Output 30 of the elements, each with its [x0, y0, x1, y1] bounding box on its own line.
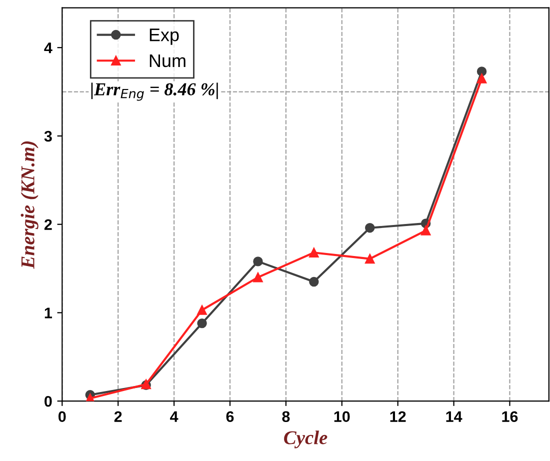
- y-tick-label: 4: [44, 42, 52, 54]
- y-tick-label: 2: [44, 219, 52, 230]
- x-tick-label: 10: [334, 411, 350, 422]
- legend-label: Num: [150, 54, 186, 68]
- x-axis-title: Cycle: [284, 430, 328, 448]
- x-tick-label: 8: [282, 411, 290, 422]
- point: [365, 254, 375, 264]
- point: [476, 74, 487, 84]
- y-tick-label: 1: [44, 308, 52, 318]
- y-tick-label: 3: [44, 130, 52, 142]
- legend-label: Exp: [150, 28, 179, 45]
- x-tick-label: 0: [58, 411, 66, 422]
- x-tick-label: 14: [446, 411, 462, 422]
- point: [309, 248, 319, 258]
- point: [253, 256, 263, 266]
- point: [476, 66, 487, 76]
- x-tick-label: 2: [114, 411, 122, 422]
- y-axis-title: Energie (KN.m): [20, 141, 38, 269]
- point: [365, 223, 375, 233]
- annotation: |Err$_{Eng}$ = 8.46 %|: [91, 82, 218, 101]
- point: [197, 318, 207, 328]
- y-tick-label: 0: [44, 396, 52, 407]
- point: [197, 305, 207, 315]
- x-tick-label: 4: [170, 411, 178, 422]
- x-tick-label: 16: [502, 411, 518, 422]
- x-tick-label: 6: [226, 411, 234, 422]
- x-tick-label: 12: [390, 411, 406, 422]
- point: [420, 226, 431, 236]
- point: [253, 272, 263, 282]
- point: [309, 276, 319, 287]
